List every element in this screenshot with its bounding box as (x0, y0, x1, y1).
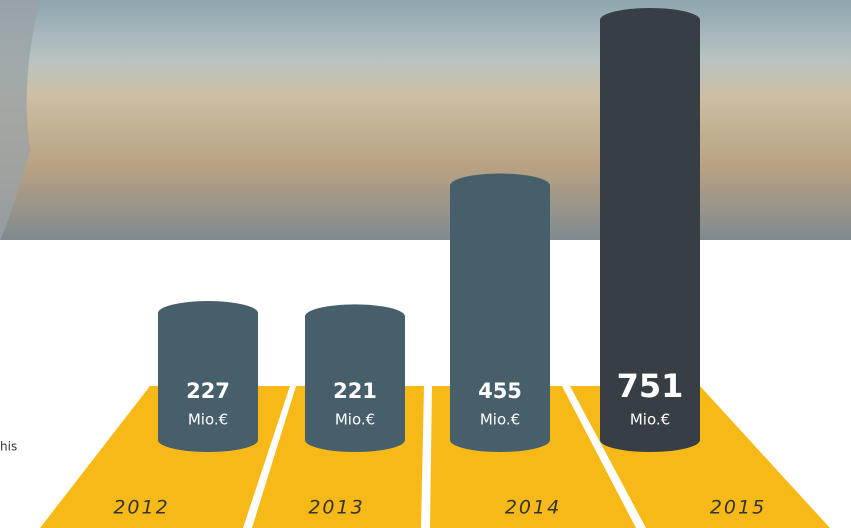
unit-label: Mio.€ (480, 411, 520, 429)
year-label: 2012 (113, 497, 169, 519)
background-photo (0, 0, 851, 240)
year-label: 2014 (505, 497, 561, 519)
value-label: 227 (186, 379, 230, 403)
year-label: 2015 (710, 497, 766, 519)
bar (158, 301, 258, 452)
side-text: his (0, 440, 17, 454)
value-label: 751 (617, 367, 684, 405)
unit-label: Mio.€ (188, 411, 228, 429)
value-label: 455 (478, 379, 522, 403)
value-label: 221 (333, 379, 377, 403)
year-label: 2013 (308, 497, 364, 519)
page: {"chart_data": {"type": "bar", "categori… (0, 0, 851, 528)
unit-label: Mio.€ (630, 411, 670, 429)
chart: his 2012 2013 2014 2015 227 Mio.€ 221 Mio.€ 455… (0, 0, 851, 528)
unit-label: Mio.€ (335, 411, 375, 429)
